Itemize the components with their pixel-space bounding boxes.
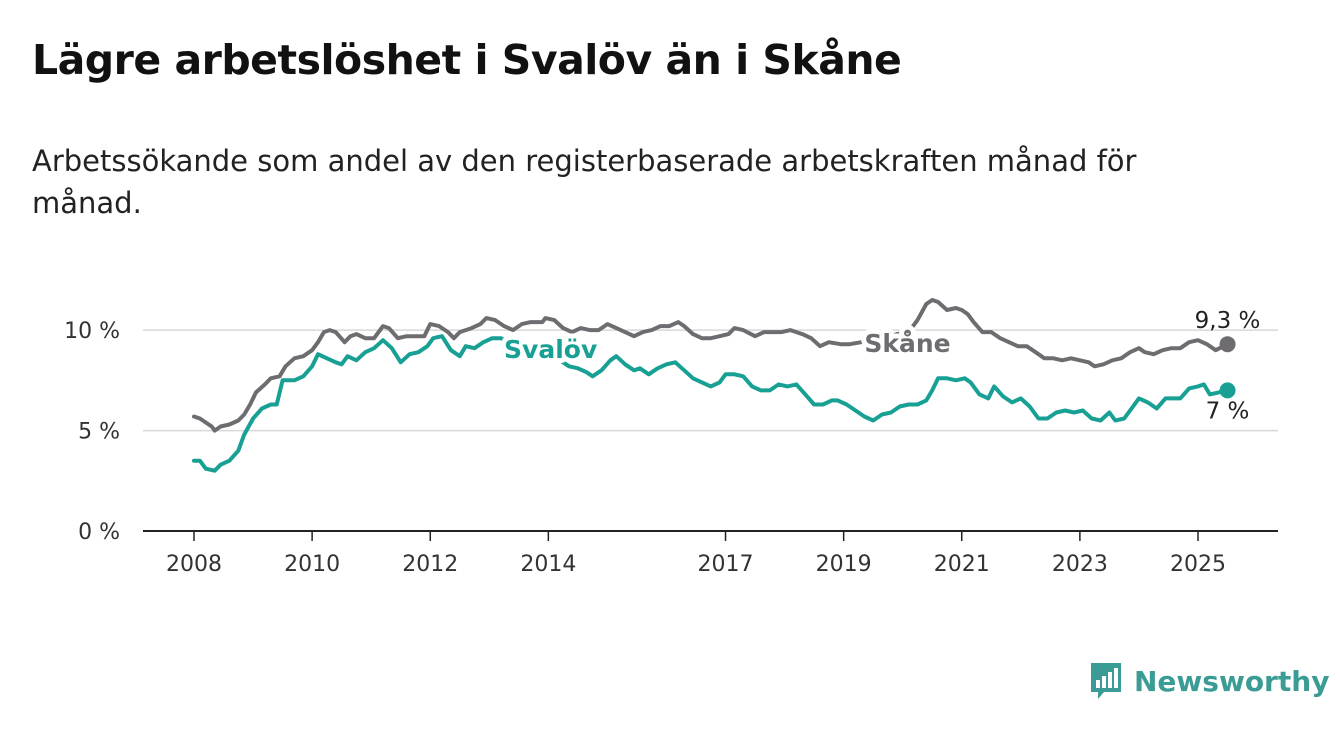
series-label-skane-halo: Skåne xyxy=(864,329,950,358)
y-tick-label: 10 % xyxy=(64,319,120,344)
x-tick-label: 2012 xyxy=(402,552,458,577)
brand-name: Newsworthy xyxy=(1134,664,1330,698)
end-point-svalov xyxy=(1219,382,1236,399)
series-label-svalov-halo: Svalöv xyxy=(504,335,597,364)
x-tick-label: 2023 xyxy=(1052,552,1108,577)
end-point-skane xyxy=(1219,336,1236,353)
y-tick-label: 0 % xyxy=(78,520,120,545)
x-tick-label: 2014 xyxy=(520,552,576,577)
series-label-svalov: Svalöv xyxy=(504,335,597,364)
end-value-label-svalov: 7 % xyxy=(1206,398,1250,424)
x-tick-label: 2019 xyxy=(816,552,872,577)
x-tick-label: 2010 xyxy=(284,552,340,577)
chart-subtitle: Arbetssökande som andel av den registerb… xyxy=(32,144,1137,220)
series-line-skane xyxy=(192,298,1230,433)
series-lines xyxy=(192,298,1236,473)
x-tick-label: 2025 xyxy=(1170,552,1226,577)
x-tick-label: 2017 xyxy=(698,552,754,577)
axes: 0 % 5 % 10 % 2008 2010 2012 2014 2017 2019 2021 20… xyxy=(64,319,1278,577)
y-tick-label: 5 % xyxy=(78,420,120,445)
series-line-svalov xyxy=(192,334,1230,473)
x-tick-label: 2021 xyxy=(934,552,990,577)
x-tick-label: 2008 xyxy=(166,552,222,577)
series-label-skane: Skåne xyxy=(864,329,950,358)
end-value-label-skane: 9,3 % xyxy=(1195,308,1261,334)
brand-logo: Newsworthy xyxy=(1088,660,1329,702)
bar-chart-icon xyxy=(1091,663,1121,699)
chart-title: Lägre arbetslöshet i Svalöv än i Skåne xyxy=(32,36,902,84)
